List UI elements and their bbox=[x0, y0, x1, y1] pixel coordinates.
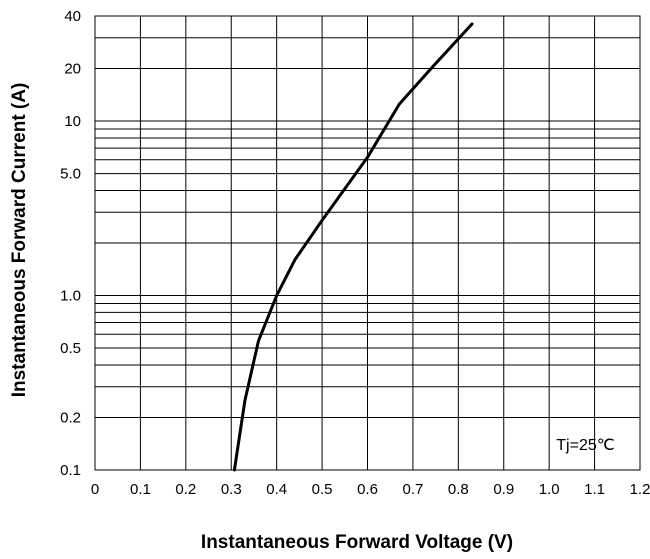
forward-current-curve bbox=[232, 22, 474, 472]
y-tick-label: 40 bbox=[64, 8, 81, 25]
y-tick-label: 5.0 bbox=[60, 166, 81, 183]
x-axis-title: Instantaneous Forward Voltage (V) bbox=[201, 532, 513, 553]
y-tick-label: 1.0 bbox=[60, 288, 81, 305]
x-tick-label: 1.0 bbox=[539, 481, 560, 498]
x-tick-labels: 0 0.1 0.2 0.3 0.4 0.5 0.6 0.7 0.8 0.9 1.0 1.1 1.2 bbox=[91, 481, 650, 498]
y-tick-label: 0.1 bbox=[60, 462, 81, 479]
x-tick-label: 1.2 bbox=[630, 481, 650, 498]
x-tick-label: 0.8 bbox=[448, 481, 469, 498]
x-tick-label: 0.9 bbox=[493, 481, 514, 498]
y-tick-label: 10 bbox=[64, 113, 81, 130]
x-tick-label: 0 bbox=[91, 481, 99, 498]
y-tick-labels: 0.1 0.2 0.5 1.0 5.0 10 20 40 bbox=[60, 8, 81, 479]
plot-frame bbox=[94, 15, 641, 471]
series-layer bbox=[232, 22, 474, 472]
x-tick-label: 0.3 bbox=[221, 481, 242, 498]
x-tick-label: 0.7 bbox=[402, 481, 423, 498]
x-tick-label: 1.1 bbox=[584, 481, 605, 498]
temperature-annotation: Tj=25℃ bbox=[556, 437, 614, 454]
y-tick-label: 0.2 bbox=[60, 409, 81, 426]
y-tick-label: 0.5 bbox=[60, 340, 81, 357]
grid bbox=[94, 15, 641, 471]
x-tick-label: 0.6 bbox=[357, 481, 378, 498]
y-axis-title: Instantaneous Forward Current (A) bbox=[9, 83, 30, 398]
x-tick-label: 0.2 bbox=[175, 481, 196, 498]
y-tick-label: 20 bbox=[64, 61, 81, 78]
x-tick-label: 0.5 bbox=[312, 481, 333, 498]
x-tick-label: 0.4 bbox=[266, 481, 287, 498]
x-tick-label: 0.1 bbox=[130, 481, 151, 498]
annotations: Tj=25℃ bbox=[556, 437, 614, 454]
